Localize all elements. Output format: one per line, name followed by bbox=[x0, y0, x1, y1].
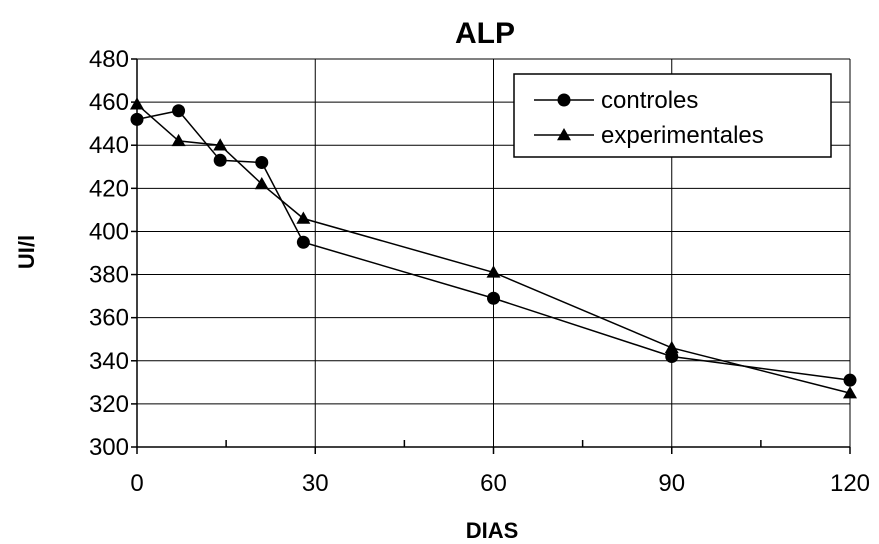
chart-title: ALP bbox=[455, 17, 515, 50]
legend: controles experimentales bbox=[513, 73, 832, 158]
y-tick-label: 380 bbox=[89, 262, 129, 289]
legend-marker bbox=[557, 128, 571, 141]
data-point-controles bbox=[487, 291, 500, 305]
legend-box bbox=[513, 73, 832, 158]
data-point-experimentales bbox=[486, 265, 501, 278]
y-tick-label: 320 bbox=[89, 391, 129, 418]
y-tick-label: 440 bbox=[89, 132, 129, 159]
x-tick-label: 120 bbox=[830, 470, 870, 497]
data-point-controles bbox=[255, 155, 269, 169]
y-tick-label: 420 bbox=[89, 175, 129, 202]
x-tick-label: 60 bbox=[480, 470, 507, 497]
x-axis-title: DIAS bbox=[466, 518, 519, 543]
data-point-experimentales bbox=[254, 177, 269, 190]
data-point-experimentales bbox=[664, 340, 679, 354]
axes-layer: 300 320 340 360 380 400 420 440 460 480 0 30 60 90 120 bbox=[89, 46, 870, 497]
legend-label: experimentales bbox=[601, 122, 764, 149]
y-tick-label: 400 bbox=[89, 218, 129, 245]
series-layer bbox=[130, 97, 857, 399]
y-tick-label: 340 bbox=[89, 348, 129, 375]
data-point-experimentales bbox=[171, 133, 186, 147]
y-tick-label: 300 bbox=[89, 434, 129, 461]
legend-marker bbox=[557, 93, 571, 107]
data-point-experimentales bbox=[130, 97, 144, 110]
series-controles bbox=[130, 104, 857, 387]
x-tick-label: 90 bbox=[658, 470, 685, 497]
data-point-controles bbox=[213, 153, 227, 167]
data-point-experimentales bbox=[843, 386, 857, 399]
data-point-controles bbox=[665, 349, 679, 363]
data-point-experimentales bbox=[213, 138, 228, 151]
y-tick-label: 360 bbox=[89, 305, 129, 332]
x-tick-label: 0 bbox=[130, 470, 143, 497]
data-point-controles bbox=[296, 235, 310, 249]
series-line-experimentales bbox=[136, 103, 851, 394]
legend-item-experimentales: experimentales bbox=[534, 122, 764, 149]
data-point-experimentales bbox=[296, 211, 311, 224]
x-tick-label: 30 bbox=[302, 470, 329, 497]
data-point-controles bbox=[843, 373, 857, 387]
y-tick-label: 460 bbox=[89, 89, 129, 116]
data-point-controles bbox=[130, 112, 144, 126]
legend-item-controles: controles bbox=[534, 87, 698, 114]
y-axis-title: UI/l bbox=[14, 235, 39, 269]
y-tick-label: 480 bbox=[89, 46, 129, 73]
series-line-controles bbox=[136, 109, 851, 381]
data-point-controles bbox=[172, 104, 186, 118]
legend-label: controles bbox=[601, 87, 698, 114]
series-experimentales bbox=[130, 97, 857, 399]
